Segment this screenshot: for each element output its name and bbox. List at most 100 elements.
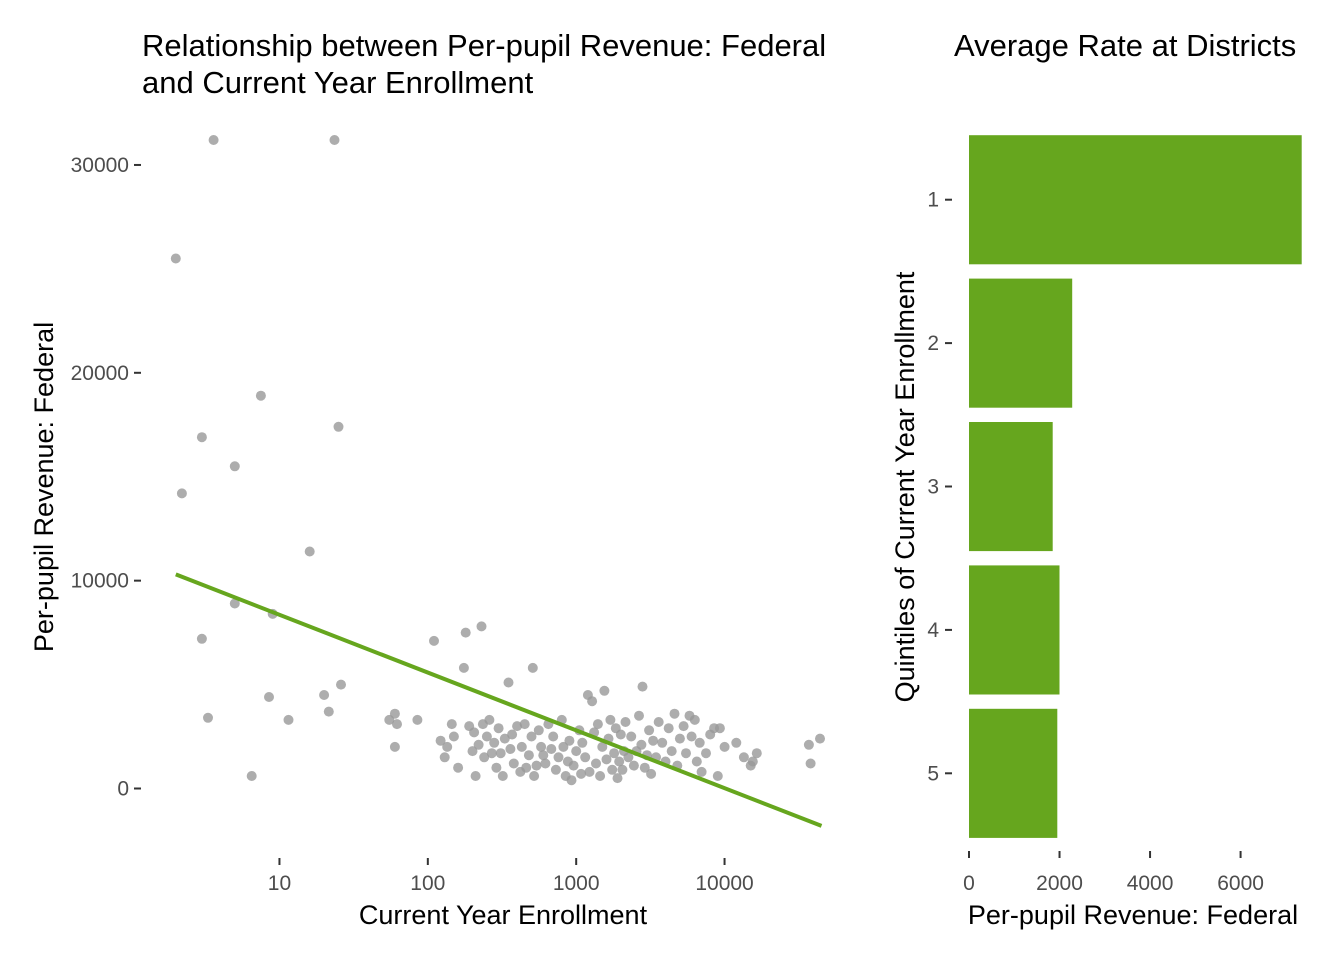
scatter-point [446,719,457,730]
scatter-point [319,690,330,700]
scatter-point [170,253,181,264]
bar-panel: 1 2 3 4 5 0 2000 4000 6000 Per-pupil Revenue: Fe… [890,135,1302,930]
scatter-point [255,390,266,401]
scatter-panel: 0 10000 20000 30000 10 100 1000 10000 Current Y… [29,135,825,930]
scatter-point [470,771,481,781]
scatter-point [719,741,730,752]
scatter-point [469,727,480,738]
scatter-point [540,758,551,769]
scatter-point [264,692,274,702]
scatter-point [412,714,423,725]
scatter-x-axis-label: Current Year Enrollment [359,900,648,930]
scatter-point [546,744,557,754]
scatter-axes: 0 10000 20000 30000 10 100 1000 10000 [71,154,754,895]
scatter-point [229,598,240,609]
scatter-point [489,737,500,748]
bar-x-axis-label: Per-pupil Revenue: Federal [968,900,1298,930]
scatter-point [628,760,639,771]
category-label: 4 [927,619,939,642]
scatter-point [536,741,547,752]
scatter-point [519,719,530,730]
scatter-point [392,719,402,730]
scatter-point [620,717,631,727]
bar-title: Average Rate at Districts [954,28,1297,63]
scatter-point [486,748,497,759]
scatter-point [591,758,601,769]
scatter-point [751,748,762,759]
scatter-point [617,764,628,775]
scatter-point [460,627,471,638]
scatter-point [484,714,495,725]
scatter-point [476,621,487,632]
bar-x-tick-label: 2000 [1036,872,1083,895]
scatter-point [597,741,608,752]
scatter-points [170,135,825,786]
scatter-point [636,739,647,750]
scatter-point [196,432,207,443]
scatter-point [479,752,490,763]
scatter-point [639,762,650,773]
scatter-point [564,735,575,746]
category-label: 5 [927,762,939,785]
scatter-point [497,771,508,781]
scatter-point [521,762,532,773]
bar-2 [969,278,1073,408]
scatter-point [538,750,549,761]
scatter-point [558,741,569,752]
scatter-point [336,679,346,690]
scatter-point [576,768,587,779]
x-tick-label: 10000 [695,872,753,895]
scatter-point [648,735,659,746]
scatter-point [208,135,219,145]
scatter-point [731,737,742,748]
scatter-point [584,766,595,777]
scatter-point [389,741,400,752]
bar-3 [969,422,1053,552]
scatter-point [568,760,579,771]
bar-x-tick-label: 4000 [1127,872,1174,895]
scatter-point [614,756,625,767]
scatter-point [439,752,450,763]
scatter-point [738,752,749,763]
scatter-title-line-2: and Current Year Enrollment [142,65,534,100]
x-tick-label: 100 [410,872,445,895]
scatter-point [599,685,610,696]
scatter-point [491,762,502,773]
scatter-point [526,731,537,742]
scatter-point [435,735,446,746]
scatter-point [607,764,618,775]
scatter-point [516,741,527,752]
scatter-point [701,748,711,759]
scatter-point [587,696,598,707]
scatter-point [523,750,534,761]
scatter-title-line-1: Relationship between Per-pupil Revenue: … [142,28,827,63]
scatter-point [623,752,634,763]
x-tick-label: 10 [268,872,291,895]
scatter-point [674,733,685,744]
y-tick-label: 0 [117,777,129,800]
scatter-point [507,729,518,740]
category-label: 2 [927,332,939,355]
scatter-point [508,758,519,769]
scatter-point [712,771,723,781]
scatter-point [646,768,657,779]
bar-4 [969,565,1060,695]
category-label: 1 [927,189,939,212]
y-tick-label: 30000 [71,154,129,177]
bar-x-tick-label: 0 [963,872,975,895]
scatter-point [653,717,664,727]
scatter-point [229,461,240,472]
scatter-point [467,746,478,757]
bar-1 [969,135,1302,265]
scatter-point [548,731,559,742]
scatter-point [203,712,213,723]
scatter-point [595,771,606,781]
scatter-point [615,729,626,740]
scatter-point [714,723,725,734]
scatter-point [458,662,469,673]
scatter-point [747,756,758,767]
bar-axes: 1 2 3 4 5 0 2000 4000 6000 [927,189,1264,895]
scatter-point [533,725,544,736]
y-tick-label: 20000 [71,362,129,385]
scatter-point [696,766,707,777]
